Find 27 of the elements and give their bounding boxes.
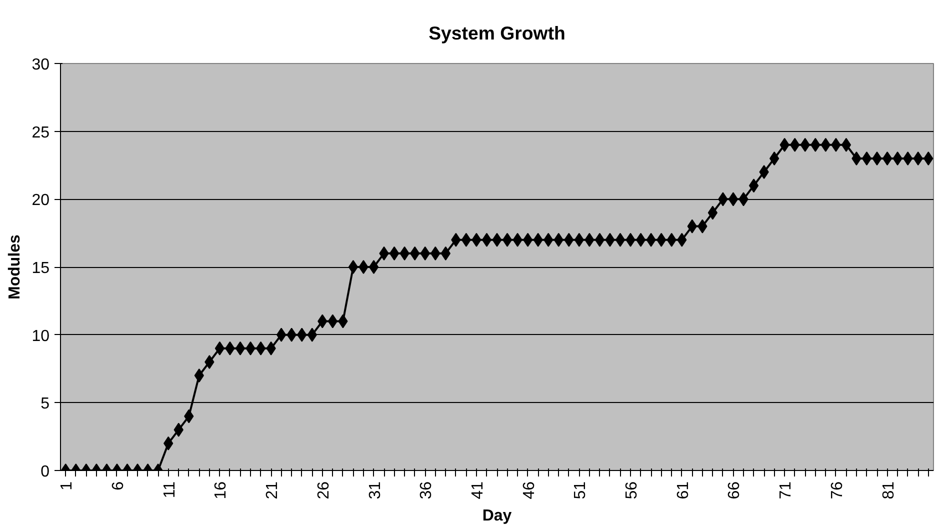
chart-title: System Growth bbox=[428, 22, 566, 44]
x-tick-label: 66 bbox=[726, 481, 744, 500]
x-tick-label: 76 bbox=[828, 481, 846, 500]
y-tick-label: 15 bbox=[32, 260, 50, 277]
y-tick-label: 25 bbox=[32, 124, 50, 142]
x-tick-label: 1 bbox=[58, 481, 76, 490]
x-tick-label: 81 bbox=[880, 481, 898, 500]
x-tick-label: 51 bbox=[572, 481, 590, 500]
x-tick-label: 21 bbox=[264, 481, 282, 500]
x-tick-label: 11 bbox=[161, 481, 178, 498]
y-tick-label: 10 bbox=[32, 328, 50, 345]
x-tick-label: 71 bbox=[778, 481, 795, 500]
y-tick-label: 5 bbox=[40, 396, 50, 413]
x-tick-label: 16 bbox=[212, 481, 230, 500]
x-tick-label: 46 bbox=[520, 481, 538, 500]
x-tick-label: 41 bbox=[469, 481, 486, 500]
x-tick-label: 6 bbox=[110, 481, 127, 490]
y-tick-label: 20 bbox=[32, 192, 50, 210]
x-axis-title: Day bbox=[482, 507, 512, 524]
x-tick-label: 31 bbox=[366, 481, 384, 500]
x-tick-label: 26 bbox=[315, 481, 332, 500]
x-tick-label: 56 bbox=[624, 481, 641, 500]
x-tick-label: 36 bbox=[418, 481, 436, 500]
y-tick-label: 30 bbox=[32, 56, 50, 74]
y-tick-label: 0 bbox=[40, 464, 50, 480]
y-axis-title: Modules bbox=[6, 234, 24, 300]
x-tick-label: 61 bbox=[674, 481, 692, 500]
